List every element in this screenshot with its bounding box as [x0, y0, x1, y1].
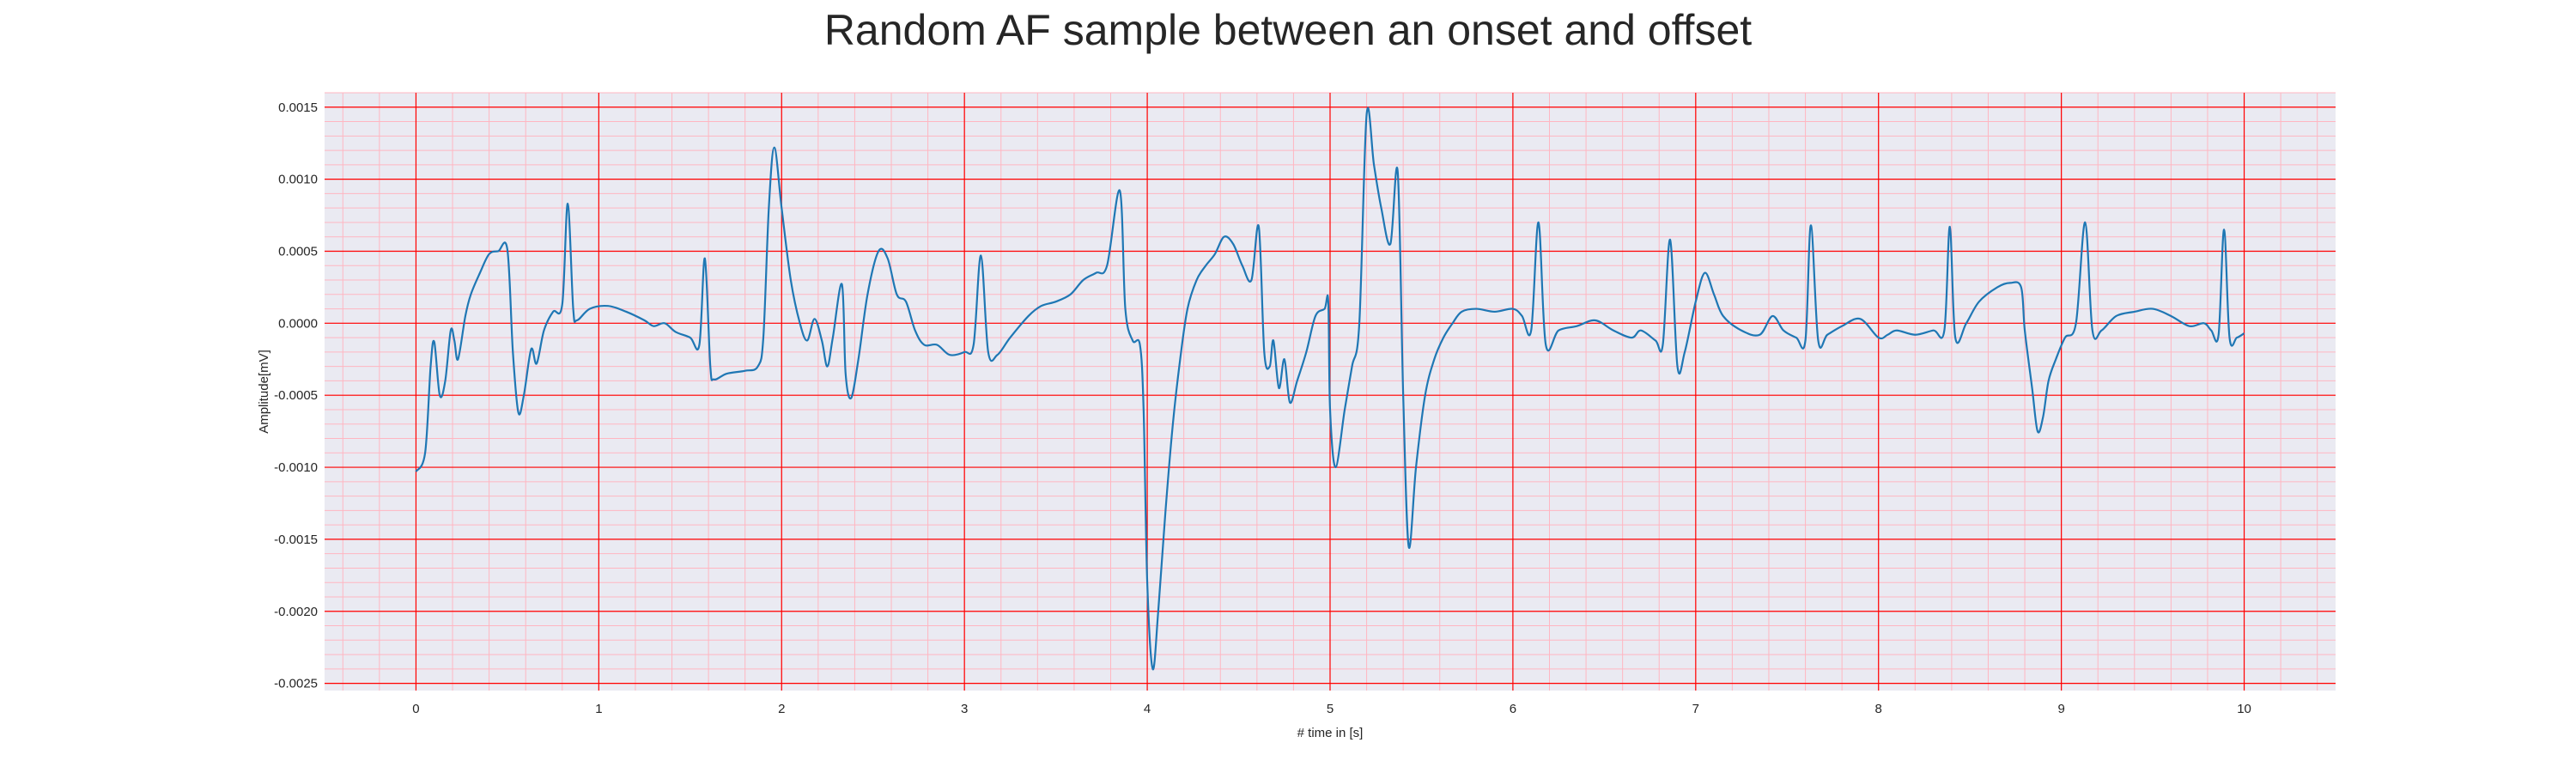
- y-tick-label: -0.0025: [274, 677, 318, 691]
- x-tick-label: 5: [1327, 702, 1334, 716]
- x-tick-label: 6: [1510, 702, 1516, 716]
- x-tick-label: 3: [961, 702, 968, 716]
- y-tick-label: -0.0020: [274, 605, 318, 619]
- y-tick-label: -0.0015: [274, 533, 318, 547]
- x-tick-label: 8: [1875, 702, 1882, 716]
- x-axis-label: # time in [s]: [1297, 726, 1364, 740]
- x-tick-label: 1: [595, 702, 602, 716]
- y-tick-label: 0.0000: [278, 316, 318, 331]
- x-tick-label: 0: [412, 702, 419, 716]
- x-tick-label: 7: [1692, 702, 1699, 716]
- y-tick-label: -0.0005: [274, 388, 318, 403]
- y-tick-label: 0.0005: [278, 244, 318, 259]
- x-tick-label: 2: [778, 702, 785, 716]
- x-tick-label: 10: [2237, 702, 2251, 716]
- y-tick-label: 0.0015: [278, 100, 318, 115]
- x-tick-labels: 0 1 2 3 4 5 6 7 8 9 10: [412, 702, 2251, 716]
- y-tick-label: -0.0010: [274, 460, 318, 475]
- ecg-trace-line: [415, 107, 2245, 671]
- y-tick-labels: -0.0025 -0.0020 -0.0015 -0.0010 -0.0005 0.000…: [274, 100, 318, 691]
- chart-title: Random AF sample between an onset and of…: [823, 6, 1753, 54]
- x-tick-label: 4: [1144, 702, 1151, 716]
- y-tick-label: 0.0010: [278, 173, 318, 187]
- y-axis-label: Amplitude[mV]: [257, 350, 271, 434]
- x-tick-label: 9: [2057, 702, 2064, 716]
